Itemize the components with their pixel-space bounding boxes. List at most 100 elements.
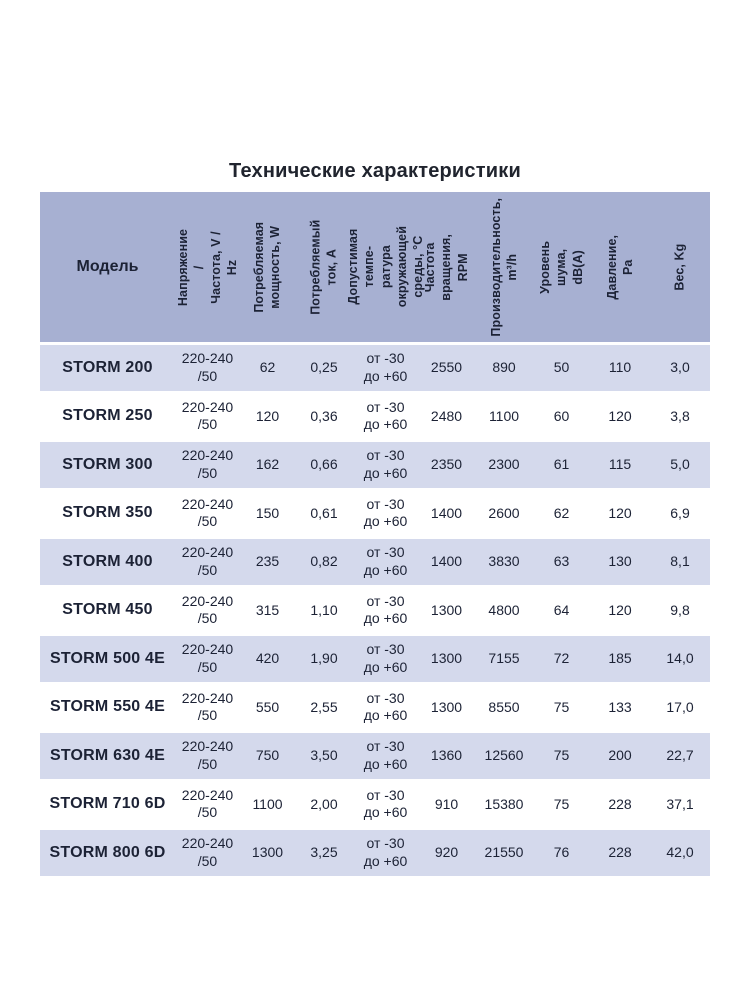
cell-pressure: 120 bbox=[608, 504, 632, 521]
cell-voltage: 220-240 /50 bbox=[181, 350, 234, 384]
cell-voltage: 220-240 /50 bbox=[181, 641, 234, 675]
cell-noise: 50 bbox=[553, 359, 570, 375]
cell-pressure: 200 bbox=[608, 747, 632, 763]
cell-rpm: 1400 bbox=[430, 553, 463, 569]
cell-temp: от -30 до +60 bbox=[363, 544, 408, 578]
cell-airflow: 3830 bbox=[488, 553, 520, 569]
cell-voltage: 220-240 /50 bbox=[181, 398, 234, 433]
column-header-label: Давление, Pa bbox=[604, 234, 636, 300]
cell-noise: 76 bbox=[553, 844, 570, 860]
column-header-rpm: Частота вращения, RPM bbox=[418, 192, 475, 342]
cell-temp: от -30 до +60 bbox=[363, 738, 408, 772]
cell-temp: от -30 до +60 bbox=[363, 641, 408, 675]
cell-weight: 3,8 bbox=[670, 407, 690, 424]
cell-model: STORM 800 6D bbox=[49, 843, 166, 861]
cell-pressure: 130 bbox=[608, 553, 632, 569]
cell-noise: 75 bbox=[553, 795, 570, 812]
column-header-label: Производительность, m³/h bbox=[488, 197, 519, 337]
column-header-label: Напряжение / Частота, V / Hz bbox=[176, 228, 239, 306]
cell-model: STORM 710 6D bbox=[49, 795, 166, 813]
cell-current: 1,90 bbox=[310, 650, 338, 666]
table-row: STORM 710 6D 220-240 /50 1100 2,00 от -30 до… bbox=[40, 781, 710, 830]
cell-temp: от -30 до +60 bbox=[363, 689, 408, 724]
column-header-label: Уровень шума, dB(A) bbox=[538, 240, 585, 294]
column-header-label: Вес, Kg bbox=[672, 243, 687, 291]
cell-airflow: 1100 bbox=[488, 407, 520, 424]
cell-model: STORM 300 bbox=[62, 455, 153, 473]
cell-power: 1100 bbox=[252, 795, 283, 812]
table-body: STORM 200 220-240 /50 62 0,25 от -30 до +60 2… bbox=[40, 345, 710, 879]
cell-voltage: 220-240 /50 bbox=[181, 738, 234, 772]
cell-noise: 72 bbox=[553, 650, 570, 666]
cell-weight: 37,1 bbox=[666, 795, 694, 812]
cell-pressure: 120 bbox=[608, 601, 632, 618]
cell-pressure: 185 bbox=[608, 650, 632, 666]
cell-weight: 17,0 bbox=[666, 698, 694, 715]
cell-model: STORM 500 4E bbox=[49, 649, 166, 667]
cell-rpm: 2550 bbox=[430, 359, 463, 375]
cell-rpm: 1400 bbox=[430, 504, 463, 521]
cell-noise: 64 bbox=[553, 601, 570, 618]
cell-voltage: 220-240 /50 bbox=[181, 592, 234, 627]
cell-noise: 75 bbox=[553, 698, 570, 715]
column-header-temp: Допустимая темпе- ратура окружающей сред… bbox=[346, 192, 425, 342]
cell-current: 0,25 bbox=[310, 359, 338, 375]
cell-airflow: 21550 bbox=[484, 844, 524, 860]
cell-pressure: 115 bbox=[608, 456, 632, 472]
cell-current: 0,61 bbox=[310, 504, 338, 521]
table-row: STORM 630 4E 220-240 /50 750 3,50 от -30 до … bbox=[40, 733, 710, 782]
cell-model: STORM 400 bbox=[62, 552, 153, 570]
cell-voltage: 220-240 /50 bbox=[181, 835, 234, 869]
cell-current: 2,55 bbox=[310, 698, 338, 715]
cell-rpm: 920 bbox=[434, 844, 459, 860]
cell-model: STORM 630 4E bbox=[49, 746, 166, 764]
table-row: STORM 350 220-240 /50 150 0,61 от -30 до +60… bbox=[40, 490, 710, 539]
cell-voltage: 220-240 /50 bbox=[181, 689, 234, 724]
cell-pressure: 228 bbox=[608, 844, 632, 860]
column-header-label: Частота вращения, RPM bbox=[423, 233, 470, 301]
spec-table: Модель Напряжение / Частота, V / Hz Потре… bbox=[40, 192, 710, 879]
cell-noise: 61 bbox=[553, 456, 570, 472]
table-row: STORM 450 220-240 /50 315 1,10 от -30 до +60… bbox=[40, 587, 710, 636]
cell-model: STORM 450 bbox=[62, 601, 153, 619]
table-row: STORM 400 220-240 /50 235 0,82 от -30 до +60… bbox=[40, 539, 710, 588]
column-header-voltage: Напряжение / Частота, V / Hz bbox=[175, 192, 240, 342]
cell-weight: 3,0 bbox=[670, 359, 690, 375]
cell-current: 2,00 bbox=[310, 795, 338, 812]
cell-noise: 62 bbox=[553, 504, 570, 521]
cell-model: STORM 250 bbox=[62, 407, 153, 425]
cell-temp: от -30 до +60 bbox=[363, 350, 408, 384]
cell-voltage: 220-240 /50 bbox=[181, 447, 234, 481]
cell-noise: 75 bbox=[553, 747, 570, 763]
cell-power: 315 bbox=[255, 601, 280, 618]
cell-airflow: 12560 bbox=[484, 747, 524, 763]
cell-voltage: 220-240 /50 bbox=[181, 544, 234, 578]
cell-temp: от -30 до +60 bbox=[363, 398, 408, 433]
cell-airflow: 8550 bbox=[488, 698, 520, 715]
table-row: STORM 200 220-240 /50 62 0,25 от -30 до +60 2… bbox=[40, 345, 710, 394]
cell-airflow: 2300 bbox=[488, 456, 520, 472]
column-header-label: Потребляемая мощность, W bbox=[252, 221, 283, 313]
cell-temp: от -30 до +60 bbox=[363, 835, 408, 869]
column-header-airflow: Производительность, m³/h bbox=[475, 192, 533, 342]
cell-rpm: 1300 bbox=[430, 650, 463, 666]
cell-temp: от -30 до +60 bbox=[363, 495, 408, 530]
table-header-row: Модель Напряжение / Частота, V / Hz Потре… bbox=[40, 192, 710, 345]
cell-pressure: 110 bbox=[608, 359, 632, 375]
cell-rpm: 2480 bbox=[430, 407, 463, 424]
cell-current: 1,10 bbox=[310, 601, 338, 618]
column-header-label: Допустимая темпе- ратура окружающей сред… bbox=[345, 226, 425, 308]
table-row: STORM 550 4E 220-240 /50 550 2,55 от -30 до … bbox=[40, 684, 710, 733]
cell-noise: 63 bbox=[553, 553, 570, 569]
cell-weight: 6,9 bbox=[670, 504, 690, 521]
cell-power: 150 bbox=[255, 504, 280, 521]
cell-airflow: 4800 bbox=[488, 601, 520, 618]
cell-current: 0,66 bbox=[310, 456, 338, 472]
cell-current: 0,36 bbox=[310, 407, 338, 424]
column-header-noise: Уровень шума, dB(A) bbox=[533, 192, 590, 342]
cell-model: STORM 350 bbox=[62, 504, 153, 522]
cell-power: 1300 bbox=[251, 844, 284, 860]
column-header-label: Потребляемый ток, А bbox=[308, 219, 339, 315]
cell-current: 3,25 bbox=[310, 844, 338, 860]
